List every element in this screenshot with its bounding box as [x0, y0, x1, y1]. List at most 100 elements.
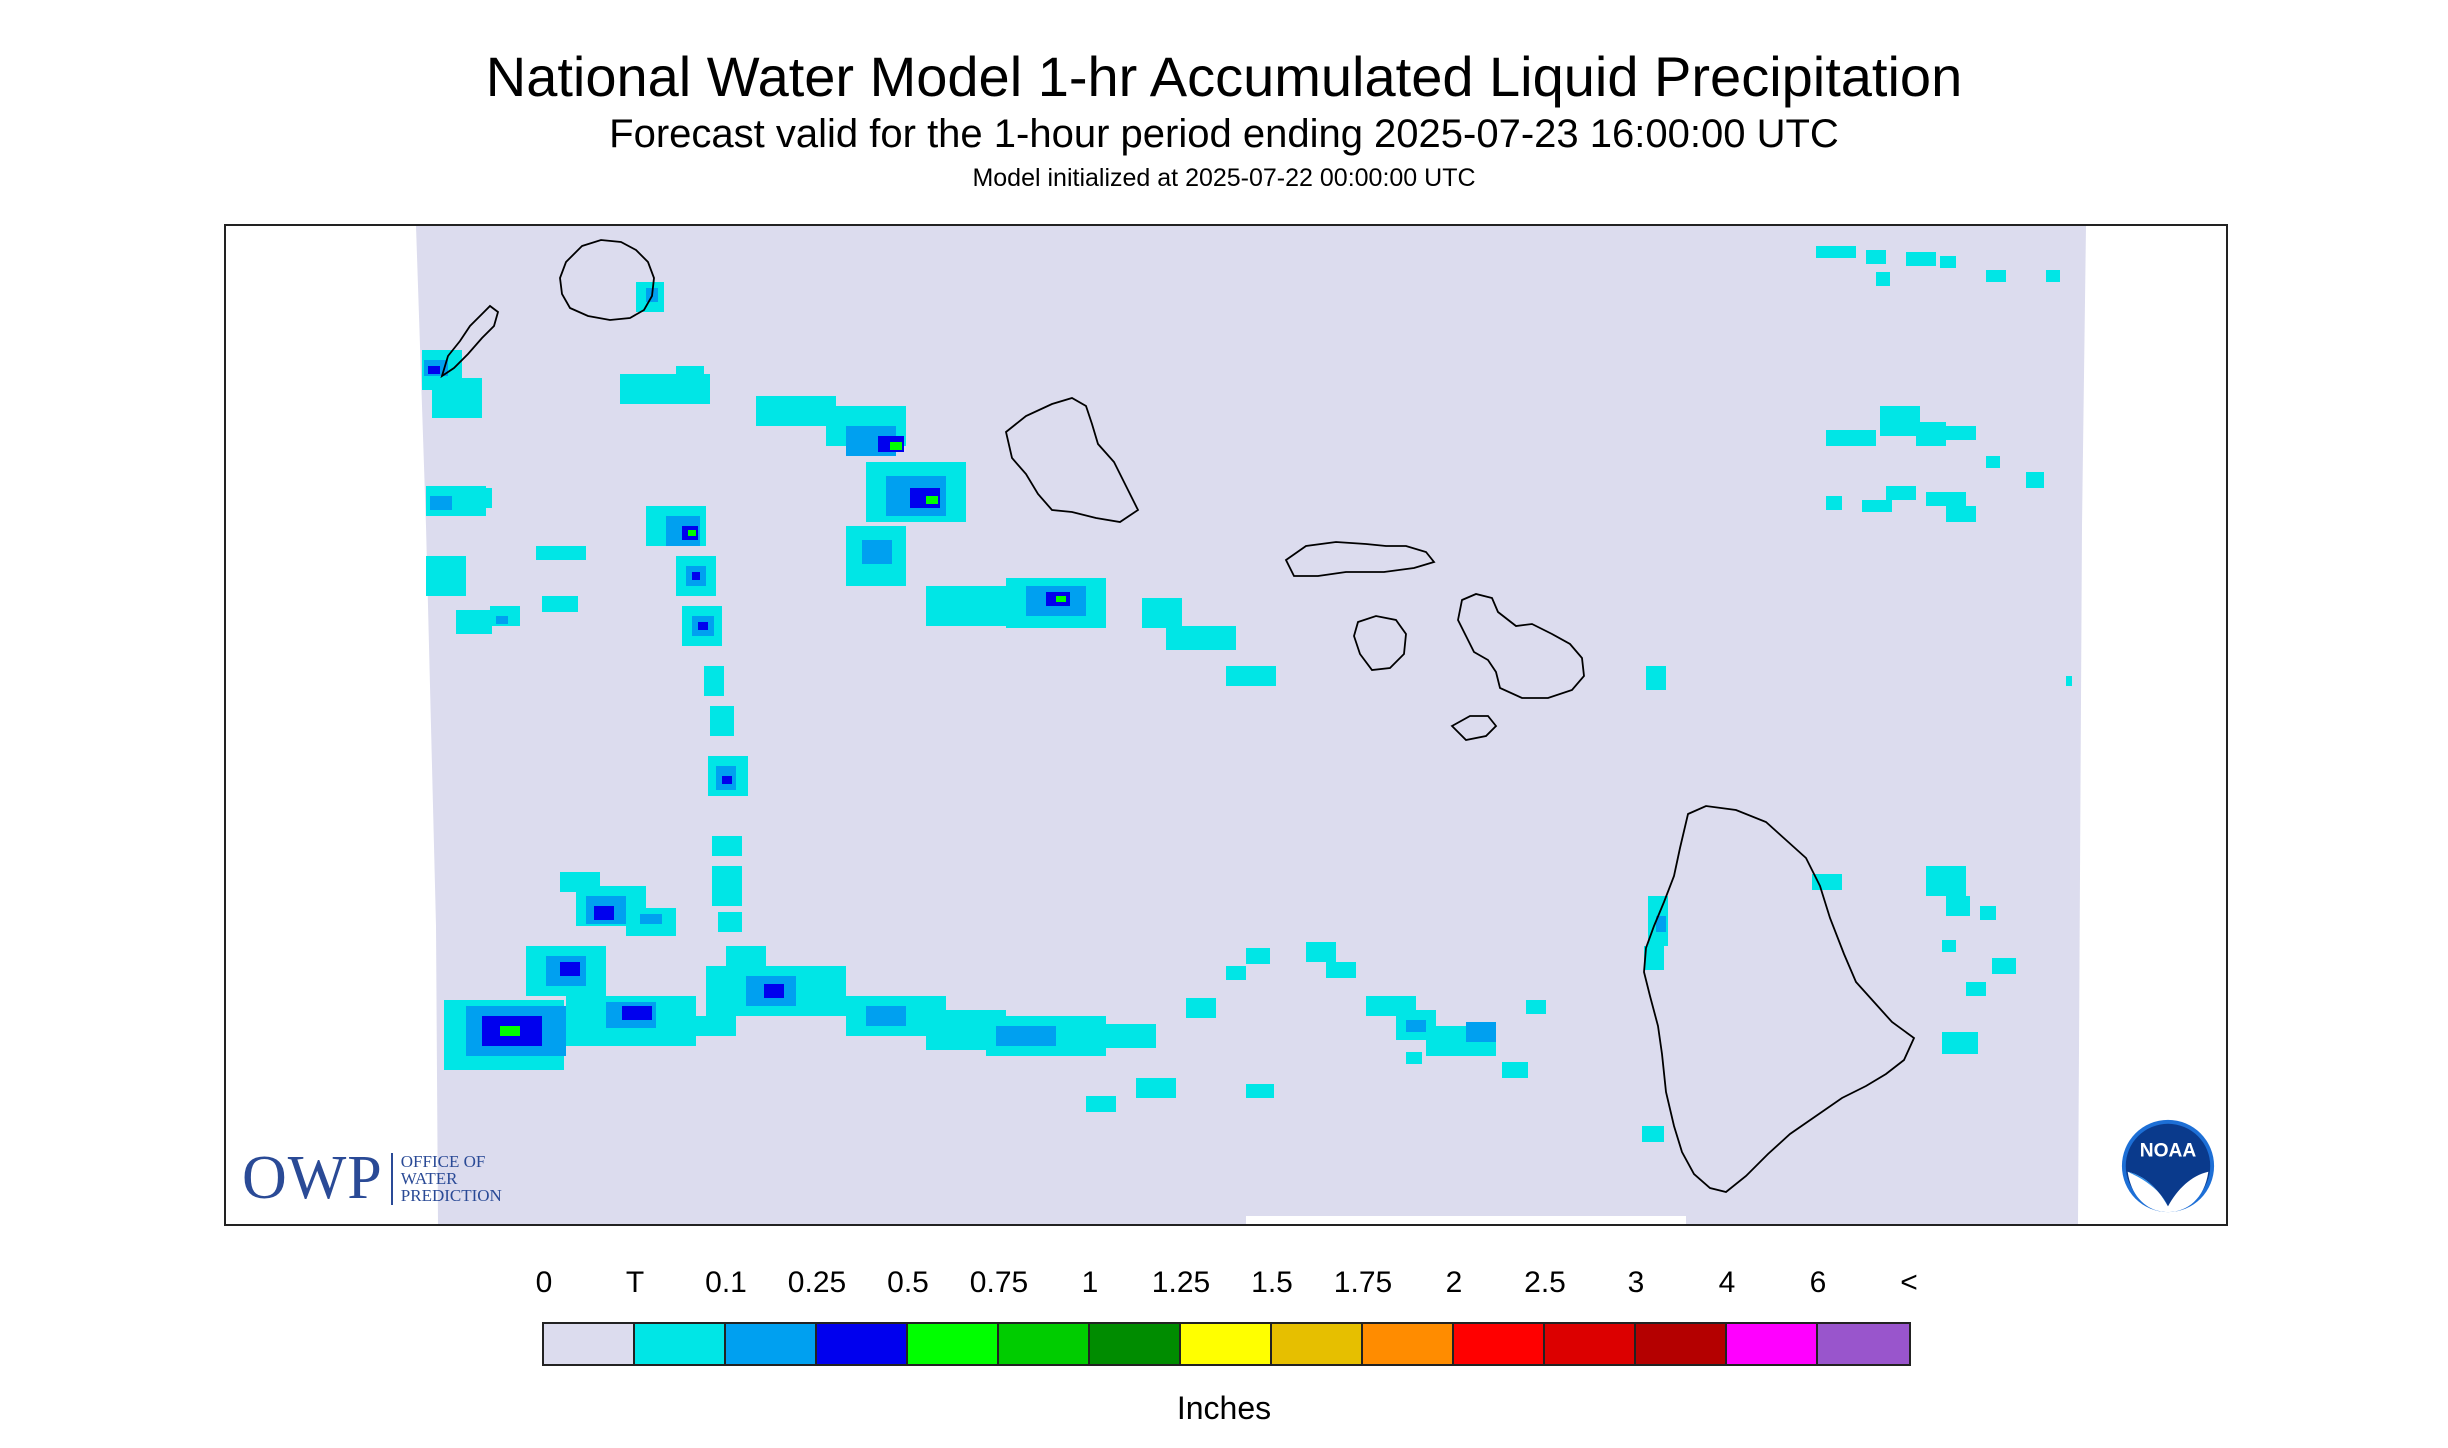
precip-cell [430, 496, 452, 510]
precip-cell [542, 596, 578, 612]
owp-line-1: OFFICE OF [400, 1152, 486, 1171]
precip-cell [712, 836, 742, 856]
precip-cell [462, 488, 492, 508]
map-subtitle: Forecast valid for the 1-hour period end… [609, 112, 1839, 156]
precip-cell [432, 378, 482, 418]
precip-cell [1326, 962, 1356, 978]
precip-cell [2066, 676, 2072, 686]
noaa-logo: NOAA [2121, 1119, 2215, 1213]
precip-cell [996, 1026, 1056, 1046]
island-kauai [559, 239, 655, 321]
precip-cell [1466, 1022, 1496, 1042]
precip-cell [1246, 1084, 1274, 1098]
precip-cell [1644, 946, 1664, 970]
legend-swatch [999, 1324, 1090, 1364]
precip-cell [704, 666, 724, 696]
legend-label: 2.5 [1524, 1266, 1566, 1299]
legend-label: 6 [1809, 1266, 1827, 1299]
precip-cell [1406, 1020, 1426, 1032]
precip-cell [1086, 1096, 1116, 1112]
map-frame: OWP OFFICE OF WATER PREDICTION NOAA [224, 224, 2228, 1226]
precip-cell [1106, 1024, 1156, 1048]
precip-cell [1926, 492, 1966, 506]
precip-cell [1056, 596, 1066, 602]
precip-cell [1526, 1000, 1546, 1014]
precip-cell [692, 572, 700, 580]
precip-cell [866, 1006, 906, 1026]
precip-cell [456, 610, 492, 634]
legend-label: 0.1 [705, 1266, 747, 1299]
precip-cell [560, 962, 580, 976]
precip-cell [862, 540, 892, 564]
legend-label: T [625, 1266, 645, 1299]
legend-label: 0.5 [887, 1266, 929, 1299]
model-init-line: Model initialized at 2025-07-22 00:00:00… [972, 164, 1476, 192]
legend-label: 1.5 [1251, 1266, 1293, 1299]
owp-line-2: WATER [400, 1169, 458, 1188]
precip-cell [1880, 406, 1920, 436]
precip-cell [1226, 966, 1246, 980]
precip-cell [1992, 958, 2016, 974]
precip-cell [1862, 500, 1892, 512]
legend-label: 0 [535, 1266, 553, 1299]
precip-cell [426, 556, 466, 596]
legend-swatch [635, 1324, 726, 1364]
coastlines [440, 239, 1916, 1193]
legend-swatch [1818, 1324, 1909, 1364]
precip-cell [1226, 666, 1276, 686]
legend-label: < [1900, 1266, 1918, 1299]
legend-label: 1.75 [1333, 1266, 1393, 1299]
precip-cell [1502, 1062, 1528, 1078]
legend-swatch [726, 1324, 817, 1364]
precip-cell [1166, 626, 1236, 650]
legend-swatch [1454, 1324, 1545, 1364]
precip-cell [1136, 1078, 1176, 1098]
precip-cell [718, 912, 742, 932]
precip-cell [1306, 942, 1336, 962]
precip-cell [1886, 486, 1916, 500]
owp-logo-divider [390, 1152, 393, 1205]
legend-units: Inches [1176, 1390, 1272, 1426]
legend-color-bar [542, 1322, 1911, 1366]
precip-cell [1656, 916, 1666, 932]
noaa-logo-text: NOAA [2140, 1140, 2197, 1161]
precip-cell [696, 1016, 736, 1036]
owp-line-3: PREDICTION [400, 1186, 502, 1205]
precip-cell [1906, 252, 1936, 266]
precip-layer [422, 246, 2072, 1142]
precip-cell [1986, 456, 2000, 468]
precip-cell [1946, 896, 1970, 916]
owp-logo-text: OFFICE OF WATER PREDICTION [401, 1153, 502, 1204]
precip-cell [726, 946, 766, 966]
precip-cell [1246, 948, 1270, 964]
precip-cell [722, 776, 732, 784]
precip-cell [2046, 270, 2060, 282]
legend-swatch [1272, 1324, 1363, 1364]
precip-cell [1942, 1032, 1978, 1054]
legend-swatch [544, 1324, 635, 1364]
legend-label: 0.25 [787, 1266, 847, 1299]
island-hawaii [1643, 805, 1916, 1193]
precip-cell [710, 706, 734, 736]
precip-cell [712, 866, 742, 906]
precip-cell [1816, 246, 1856, 258]
precip-cell [1642, 1126, 1664, 1142]
precip-cell [1946, 426, 1976, 440]
precip-cell [698, 622, 708, 630]
precip-cell [1942, 940, 1956, 952]
precip-cell [2026, 472, 2044, 488]
precip-map [416, 226, 2086, 1224]
precip-cell [1926, 866, 1966, 896]
legend-swatch [1090, 1324, 1181, 1364]
precip-cell [496, 616, 508, 624]
legend-swatch [1636, 1324, 1727, 1364]
island-niihau [440, 304, 500, 379]
precip-cell [1812, 874, 1842, 890]
legend-label: 1 [1081, 1266, 1099, 1299]
legend-label: 0.75 [969, 1266, 1029, 1299]
legend-swatch [1181, 1324, 1272, 1364]
precip-cell [1186, 998, 1216, 1018]
precip-cell [1826, 496, 1842, 510]
precip-cell [676, 366, 704, 384]
precip-cell [1980, 906, 1996, 920]
